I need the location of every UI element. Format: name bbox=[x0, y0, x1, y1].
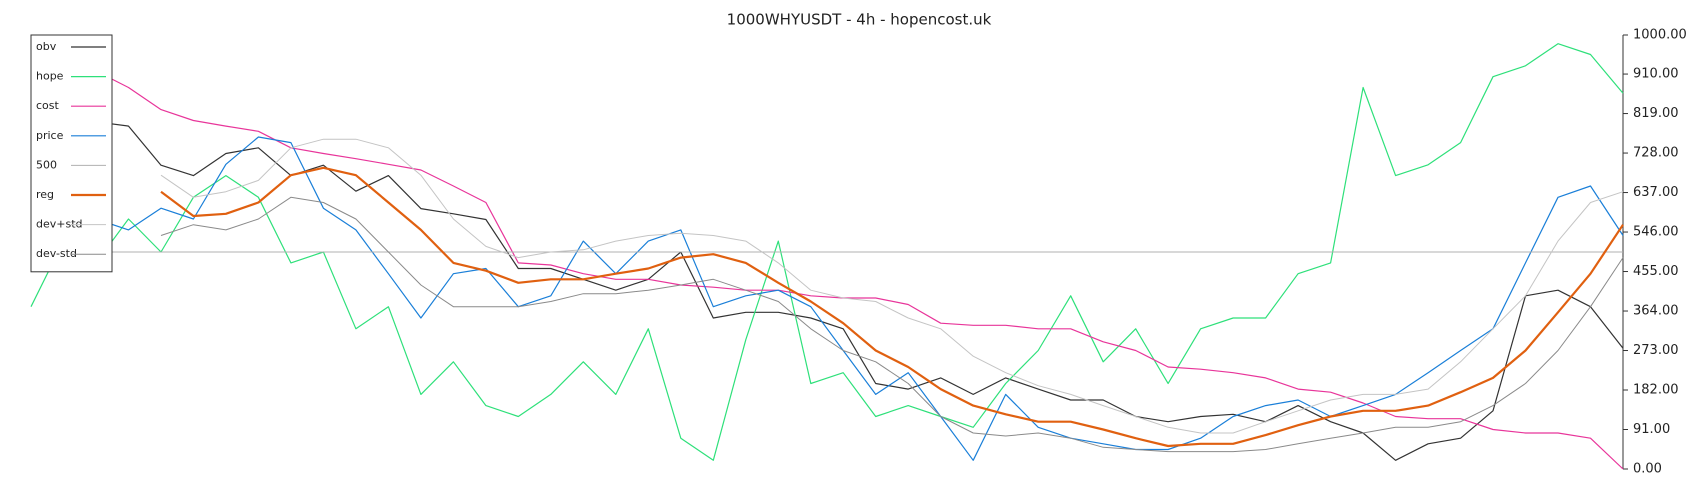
y-tick-label: 91.00 bbox=[1633, 422, 1670, 437]
legend-label: dev+std bbox=[36, 218, 83, 231]
y-tick-label: 364.00 bbox=[1633, 304, 1679, 319]
y-tick-label: 819.00 bbox=[1633, 106, 1679, 121]
legend: obv hope cost price 500 reg dev+std dev-std bbox=[30, 34, 113, 273]
legend-label: cost bbox=[36, 99, 60, 112]
legend-label: 500 bbox=[36, 158, 57, 171]
legend-box bbox=[30, 34, 113, 273]
y-tick-label: 273.00 bbox=[1633, 343, 1679, 358]
y-tick-label: 637.00 bbox=[1633, 185, 1679, 200]
series-line bbox=[160, 138, 1624, 434]
y-tick-label: 910.00 bbox=[1633, 67, 1679, 82]
y-tick-label: 455.00 bbox=[1633, 264, 1679, 279]
y-tick-label: 546.00 bbox=[1633, 225, 1679, 240]
y-tick-label: 182.00 bbox=[1633, 383, 1679, 398]
series-line bbox=[30, 136, 1624, 461]
legend-label: obv bbox=[36, 40, 57, 53]
legend-label: reg bbox=[36, 188, 54, 201]
series-line bbox=[31, 70, 1624, 470]
legend-label: hope bbox=[36, 70, 64, 83]
series-line bbox=[30, 109, 1624, 461]
series-line bbox=[160, 166, 1624, 448]
series-line bbox=[160, 196, 1624, 453]
y-tick-label: 728.00 bbox=[1633, 146, 1679, 161]
y-tick-label: 0.00 bbox=[1633, 462, 1662, 477]
chart-title: 1000WHYUSDT - 4h - hopencost.uk bbox=[727, 11, 992, 29]
legend-label: dev-std bbox=[36, 247, 77, 260]
series-line bbox=[30, 43, 1624, 461]
legend-label: price bbox=[36, 129, 64, 142]
y-tick-label: 1000.00 bbox=[1633, 28, 1687, 43]
